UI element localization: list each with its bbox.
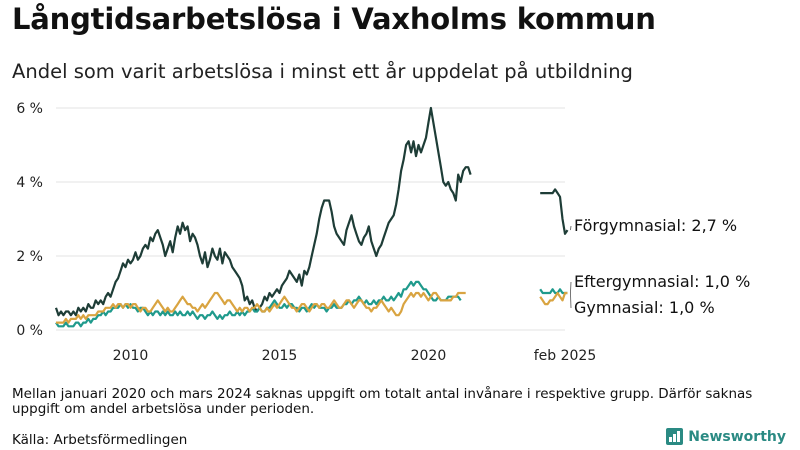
x-tick-label: 2010 (113, 348, 149, 364)
chart-title: Långtidsarbetslösa i Vaxholms kommun (12, 2, 656, 36)
x-tick-label: feb 2025 (534, 348, 597, 364)
source-note: Källa: Arbetsförmedlingen (12, 432, 188, 448)
series-line-gymnasial (56, 291, 466, 324)
y-tick-label: 0 % (16, 323, 43, 339)
y-tick-label: 2 % (16, 249, 43, 265)
leader-line (570, 225, 572, 231)
y-axis-ticks: 0 % 2 % 4 % 6 % (16, 101, 43, 339)
grid-lines (56, 107, 565, 331)
leader-line (570, 292, 572, 309)
series-line-eftergymnasial (539, 288, 568, 295)
series-line-förgymnasial (540, 188, 569, 235)
y-tick-label: 4 % (16, 175, 43, 191)
series-lines (54, 106, 569, 328)
line-chart: 0 % 2 % 4 % 6 % 2010 2015 2020 feb 2025 Förgym… (16, 101, 750, 364)
series-line-gymnasial (539, 291, 568, 306)
series-end-label: Eftergymnasial: 1,0 % (574, 272, 750, 291)
leader-line (570, 281, 572, 294)
y-tick-label: 6 % (16, 101, 43, 117)
x-tick-label: 2020 (411, 348, 447, 364)
footnote: Mellan januari 2020 och mars 2024 saknas… (12, 386, 753, 417)
series-end-label: Förgymnasial: 2,7 % (574, 216, 737, 235)
newsworthy-logo-icon (666, 428, 684, 445)
x-tick-label: 2015 (262, 348, 298, 364)
x-axis-ticks: 2010 2015 2020 feb 2025 (113, 348, 597, 364)
brand-name: Newsworthy (688, 428, 786, 445)
series-line-förgymnasial (54, 106, 472, 317)
series-end-labels: Förgymnasial: 2,7 % Eftergymnasial: 1,0 %… (570, 216, 750, 317)
chart-subtitle: Andel som varit arbetslösa i minst ett å… (12, 60, 633, 83)
brand-logo: Newsworthy (666, 428, 786, 445)
series-end-label: Gymnasial: 1,0 % (574, 298, 715, 317)
